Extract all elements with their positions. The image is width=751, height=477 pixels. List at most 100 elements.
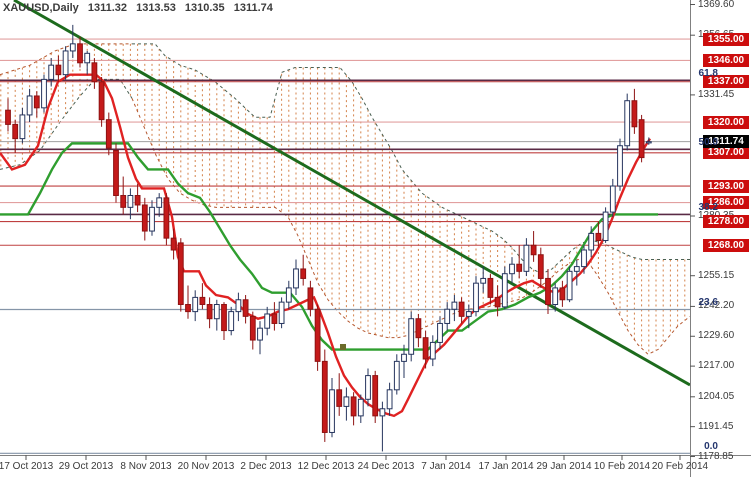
candle bbox=[444, 308, 451, 324]
candle bbox=[595, 232, 602, 242]
date-label: 7 Jan 2014 bbox=[421, 461, 471, 472]
candle bbox=[91, 62, 98, 83]
price-tick-label: 1191.45 bbox=[698, 420, 734, 432]
kijun-sen-line bbox=[0, 142, 658, 351]
candle bbox=[264, 313, 271, 329]
candle bbox=[573, 266, 580, 272]
trend-layer bbox=[13, 0, 690, 387]
candle bbox=[552, 287, 559, 306]
candle bbox=[537, 254, 544, 279]
close-value: 1311.74 bbox=[233, 2, 273, 14]
price-level-badge: 1293.00 bbox=[703, 179, 749, 193]
candle bbox=[84, 52, 91, 64]
senkou-span-a bbox=[0, 43, 132, 76]
candle bbox=[293, 268, 299, 289]
candle bbox=[120, 194, 127, 208]
candle bbox=[199, 296, 206, 306]
price-tick-label: 1204.05 bbox=[698, 390, 735, 402]
candle bbox=[314, 308, 321, 362]
price-level-badge: 1320.00 bbox=[703, 115, 749, 129]
date-label: 8 Nov 2013 bbox=[120, 461, 172, 472]
candle bbox=[41, 78, 47, 109]
date-label: 24 Dec 2013 bbox=[357, 461, 415, 472]
candle bbox=[221, 304, 227, 332]
candle bbox=[588, 232, 595, 251]
bid-price-badge: 1311.74 bbox=[703, 135, 749, 149]
price-tick-label: 1229.60 bbox=[698, 330, 735, 342]
candle bbox=[55, 64, 62, 76]
candle bbox=[26, 95, 33, 116]
candle bbox=[228, 311, 235, 332]
candle bbox=[422, 337, 429, 360]
price-tick-label: 1178.85 bbox=[698, 450, 734, 462]
candle bbox=[566, 270, 573, 301]
candle bbox=[494, 296, 501, 308]
candle bbox=[170, 237, 177, 251]
object-anchor[interactable] bbox=[340, 344, 346, 350]
candle bbox=[213, 304, 220, 320]
candle bbox=[206, 304, 213, 320]
price-tick-label: 1331.45 bbox=[698, 88, 735, 100]
candle bbox=[379, 408, 386, 417]
candle bbox=[638, 119, 645, 159]
candle bbox=[33, 95, 40, 109]
price-level-badge: 1307.00 bbox=[703, 146, 749, 160]
candle bbox=[451, 301, 458, 310]
price-tick-label: 1242.20 bbox=[698, 300, 735, 312]
candle bbox=[271, 313, 278, 324]
price-tick-label: 1217.00 bbox=[698, 360, 735, 372]
candle bbox=[307, 287, 314, 310]
candle bbox=[329, 389, 335, 433]
candle bbox=[235, 299, 242, 313]
price-level-badge: 1268.00 bbox=[703, 238, 749, 252]
open-value: 1311.32 bbox=[87, 2, 128, 14]
senkou-span-b bbox=[132, 43, 690, 275]
candle bbox=[365, 375, 371, 400]
price-level-badge: 1355.00 bbox=[703, 32, 749, 46]
candle bbox=[465, 311, 472, 317]
candle bbox=[523, 244, 530, 272]
price-level-badge: 1346.00 bbox=[703, 53, 749, 67]
date-label: 17 Oct 2013 bbox=[0, 461, 54, 472]
symbol-period-label: XAUUSD,Daily bbox=[3, 2, 79, 14]
candle bbox=[386, 389, 393, 410]
candle bbox=[343, 396, 350, 407]
candle bbox=[69, 43, 76, 52]
candle bbox=[98, 81, 105, 121]
price-tick-label: 1255.15 bbox=[698, 269, 735, 281]
senkou-span-a bbox=[131, 98, 690, 355]
candle bbox=[393, 360, 400, 391]
price-level-badge: 1337.00 bbox=[703, 75, 749, 89]
candle bbox=[321, 360, 328, 433]
candle bbox=[149, 206, 155, 232]
candle bbox=[141, 204, 148, 232]
candle bbox=[357, 398, 364, 417]
date-label: 12 Dec 2013 bbox=[297, 461, 355, 472]
candle bbox=[163, 197, 170, 239]
candle bbox=[192, 296, 199, 313]
candle bbox=[429, 341, 436, 360]
fibonacci-lines bbox=[0, 79, 690, 454]
candle bbox=[602, 211, 609, 242]
date-label: 17 Jan 2014 bbox=[478, 461, 534, 472]
fib-level-label: 38.2 bbox=[698, 202, 718, 214]
date-label: 29 Jan 2014 bbox=[536, 461, 592, 472]
candle bbox=[437, 322, 443, 343]
plot-area[interactable] bbox=[0, 0, 702, 454]
date-label: 2 Dec 2013 bbox=[240, 461, 292, 472]
candle bbox=[185, 304, 191, 313]
candle bbox=[19, 114, 26, 140]
fib-level-label: 0.0 bbox=[704, 441, 718, 453]
candle bbox=[559, 287, 566, 301]
fib-level-label: 23.6 bbox=[698, 297, 718, 309]
candle bbox=[473, 282, 479, 313]
candle bbox=[509, 263, 515, 275]
candle bbox=[487, 277, 494, 298]
date-label: 20 Feb 2014 bbox=[651, 461, 709, 472]
candle bbox=[5, 109, 11, 125]
candle bbox=[134, 194, 141, 206]
candle bbox=[372, 375, 379, 417]
trend-line[interactable] bbox=[13, 0, 690, 387]
